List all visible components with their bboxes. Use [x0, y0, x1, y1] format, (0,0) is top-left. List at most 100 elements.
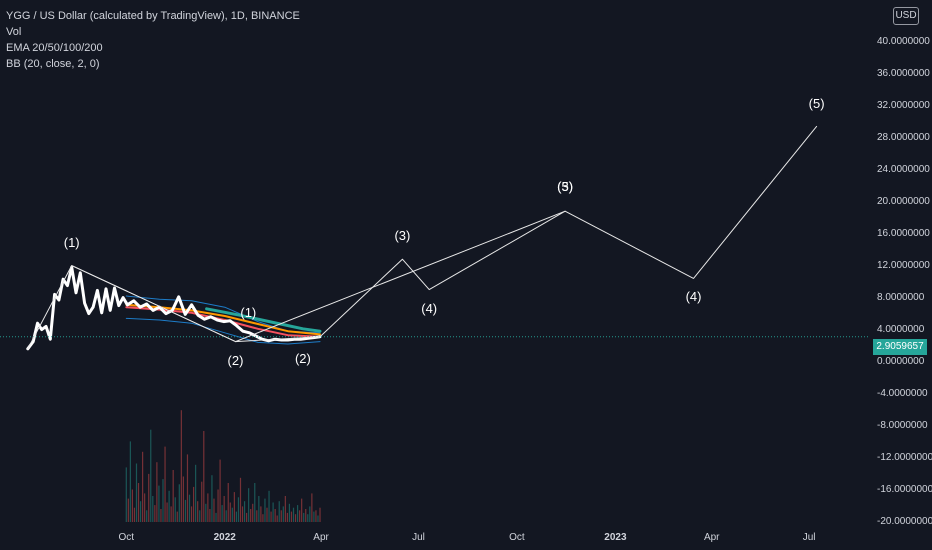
x-tick-label: 2022 — [214, 532, 237, 543]
y-axis: 40.0000000 36.0000000 32.0000000 28.0000000… — [877, 36, 932, 527]
y-tick-label: -12.0000000 — [877, 452, 932, 463]
last-price-badge: 2.9059657 — [873, 339, 927, 355]
volume-bar — [172, 470, 174, 522]
volume-bar — [248, 488, 250, 522]
volume-bar — [158, 485, 160, 522]
volume-bar — [170, 506, 172, 522]
volume-bar — [260, 506, 262, 522]
volume-bar — [162, 479, 164, 522]
y-tick-label: 40.0000000 — [877, 36, 930, 47]
y-tick-label: 16.0000000 — [877, 228, 930, 239]
volume-bar — [205, 503, 207, 522]
volume-bar — [233, 492, 235, 522]
volume-bar — [154, 505, 156, 522]
volume-bar — [243, 501, 246, 522]
ema-line — [205, 307, 322, 333]
volume-bar — [146, 510, 148, 522]
volume-bar — [150, 429, 152, 522]
wave-labels: (1)(1)(2) (2)(3)(4)(5)(3)(4)(5) — [64, 96, 825, 368]
volume-bar — [201, 481, 203, 522]
y-tick-label: -16.0000000 — [877, 484, 932, 495]
x-axis: Oct 2022 Apr Jul Oct 2023 Apr Jul — [119, 532, 816, 543]
volume-bar — [294, 514, 297, 522]
volume-bar — [282, 506, 284, 522]
bb-lower — [125, 317, 321, 345]
volume-bar — [258, 496, 260, 522]
volume-bar — [286, 512, 288, 522]
wave-path-alt — [235, 210, 566, 343]
volume-bar — [264, 498, 266, 522]
volume-bar — [229, 502, 231, 522]
volume-bar — [199, 510, 201, 522]
volume-bar — [139, 501, 142, 522]
x-tick-label: Jul — [412, 532, 425, 543]
volume-bar — [213, 498, 215, 522]
volume-bar — [256, 510, 258, 522]
indicator-volume[interactable]: Vol — [6, 26, 22, 38]
y-tick-label: 36.0000000 — [877, 68, 930, 79]
volume-bar — [288, 503, 291, 522]
y-tick-label: -8.0000000 — [877, 420, 928, 431]
volume-bar — [168, 490, 170, 522]
x-tick-label: Apr — [704, 532, 720, 543]
volume-bar — [125, 467, 127, 522]
volume-bar — [223, 496, 225, 522]
volume-bar — [221, 505, 223, 522]
x-tick-label: Oct — [509, 532, 525, 543]
volume-bar — [254, 483, 256, 522]
y-tick-label: 20.0000000 — [877, 196, 930, 207]
wave-label: (5) — [809, 96, 825, 111]
volume-bar — [272, 502, 274, 522]
volume-bar — [227, 483, 229, 522]
volume-bar — [207, 493, 209, 522]
volume-bar — [301, 498, 303, 522]
indicator-bb[interactable]: BB (20, close, 2, 0) — [6, 58, 100, 70]
volume-bar — [290, 511, 293, 522]
volume-bar — [237, 497, 240, 522]
volume-bar — [280, 510, 282, 522]
volume-bar — [274, 509, 276, 522]
channel-line — [71, 265, 236, 343]
y-tick-label: 12.0000000 — [877, 260, 930, 271]
volume-bar — [133, 507, 136, 522]
wave-label: (2) — [228, 353, 244, 368]
y-tick-label: -4.0000000 — [877, 388, 928, 399]
volume-bar — [276, 515, 278, 522]
volume-bar — [215, 512, 217, 522]
volume-bar — [184, 499, 187, 522]
volume-bar — [148, 473, 150, 522]
y-tick-label: -20.0000000 — [877, 516, 932, 527]
volume-bar — [305, 509, 307, 522]
y-tick-label: 24.0000000 — [877, 164, 930, 175]
currency-button[interactable]: USD — [893, 7, 919, 25]
volume-bar — [192, 486, 195, 522]
indicator-ema[interactable]: EMA 20/50/100/200 — [6, 42, 103, 54]
volume-bar — [270, 511, 272, 522]
chart-title[interactable]: YGG / US Dollar (calculated by TradingVi… — [6, 10, 300, 22]
volume-bar — [315, 510, 317, 522]
volume-bar — [217, 489, 219, 522]
volume-bar — [292, 507, 295, 522]
wave-label: (1) — [240, 305, 256, 320]
wave-label: (4) — [421, 301, 437, 316]
y-tick-label: 0.0000000 — [877, 356, 925, 367]
volume-bar — [252, 503, 254, 522]
volume-bar — [284, 496, 286, 522]
volume-bar — [309, 506, 311, 522]
volume-bar — [144, 493, 146, 522]
price-line — [26, 265, 322, 351]
volume-bar — [307, 514, 309, 522]
volume-bar — [235, 511, 238, 522]
volume-bar — [195, 464, 197, 522]
y-tick-label: 28.0000000 — [877, 132, 930, 143]
y-tick-label: 32.0000000 — [877, 100, 930, 111]
volume-bar — [266, 507, 268, 522]
volume-bar — [262, 514, 264, 522]
volume-bar — [137, 483, 140, 522]
volume-bar — [246, 512, 248, 522]
volume-bar — [129, 441, 131, 522]
volume-bar — [209, 509, 211, 522]
volume-bar — [135, 463, 138, 522]
volume-bars — [125, 410, 321, 522]
